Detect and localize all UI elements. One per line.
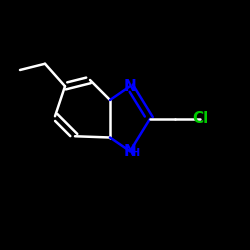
Text: N: N bbox=[124, 144, 136, 159]
Text: N: N bbox=[124, 79, 136, 94]
Text: H: H bbox=[131, 148, 140, 158]
Text: Cl: Cl bbox=[192, 111, 208, 126]
